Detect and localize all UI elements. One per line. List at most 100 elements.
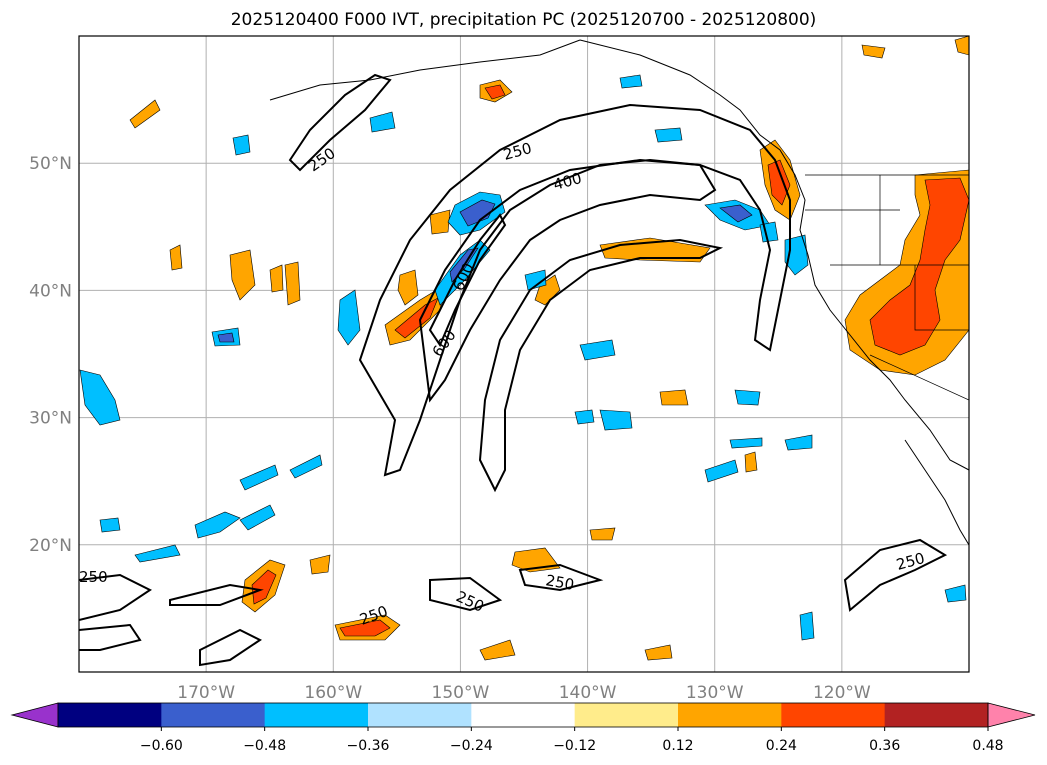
ivt-contour-250 [169, 583, 264, 606]
anomaly-patch [484, 84, 506, 100]
anomaly-patch [579, 339, 616, 361]
anomaly-patch [397, 269, 419, 306]
anomaly-patch [719, 204, 753, 223]
ivt-contour-250 [478, 238, 724, 493]
longitude-labels: 170°W 160°W 150°W 140°W 130°W 120°W [177, 683, 871, 703]
anomaly-patch [251, 569, 277, 605]
anomaly-patch [954, 36, 969, 56]
anomaly-patch [659, 389, 689, 406]
colorbar-tick-label: 0.48 [972, 738, 1003, 754]
ivt-contour-250 [199, 628, 262, 667]
coastline-north-america [579, 39, 969, 471]
anomaly-patch [434, 239, 491, 306]
lon-tick-label: 160°W [304, 683, 362, 703]
ivt-contour-250 [79, 573, 152, 621]
ivt-contour-250 [429, 576, 503, 612]
colorbar-extension-low [10, 702, 59, 728]
colorbar-tick-label: 0.24 [766, 738, 797, 754]
anomaly-patch [619, 74, 643, 89]
ivt-contour-250 [518, 563, 604, 592]
anomaly-patch [729, 437, 763, 449]
lon-tick-label: 120°W [813, 683, 871, 703]
lon-tick-label: 130°W [686, 683, 744, 703]
lon-tick-label: 170°W [177, 683, 235, 703]
anomaly-patch [239, 504, 276, 531]
colorbar-tick-label: −0.60 [140, 738, 183, 754]
anomaly-patch [654, 127, 683, 143]
anomaly-patch [704, 459, 739, 483]
lat-tick-label: 30°N [29, 409, 72, 429]
anomaly-patch [394, 297, 439, 339]
colorbar-segment [574, 703, 679, 727]
coastline-alaska [269, 39, 581, 101]
ivt-contour-250 [79, 623, 142, 651]
anomaly-patch [217, 332, 235, 343]
coastlines [269, 39, 969, 546]
precip-positive-anomalies [129, 36, 969, 661]
ivt-contour-250 [288, 73, 392, 172]
anomaly-patch [194, 511, 241, 539]
plot-area [79, 36, 969, 672]
anomaly-patch [284, 261, 301, 306]
anomaly-patch [869, 177, 969, 356]
ivt-contour-250 [843, 538, 948, 612]
anomaly-patch [784, 434, 813, 451]
anomaly-patch [861, 44, 886, 59]
lon-tick-label: 150°W [432, 683, 490, 703]
lat-tick-label: 40°N [29, 281, 72, 301]
colorbar-tick-label: −0.48 [243, 738, 286, 754]
anomaly-patch [169, 244, 183, 271]
anomaly-patch [369, 111, 396, 133]
lon-tick-label: 140°W [559, 683, 617, 703]
coastline-baja [904, 439, 969, 546]
colorbar-segment [884, 703, 989, 727]
colorbar-tick-label: −0.24 [450, 738, 493, 754]
anomaly-patch [744, 451, 758, 473]
anomaly-patch [759, 221, 779, 243]
colorbar-extension-high [987, 702, 1036, 728]
colorbar-segment [781, 703, 886, 727]
precip-negative-anomalies [79, 74, 967, 641]
lat-tick-label: 50°N [29, 154, 72, 174]
plot-frame [78, 35, 970, 673]
colorbar [10, 702, 1036, 731]
latitude-labels: 20°N 30°N 40°N 50°N [29, 154, 72, 556]
anomaly-patch [134, 544, 181, 563]
anomaly-patch [289, 454, 323, 479]
colorbar-segment [264, 703, 369, 727]
colorbar-segment [58, 703, 162, 727]
anomaly-patch [129, 99, 161, 129]
colorbar-segment [471, 703, 576, 727]
lat-tick-label: 20°N [29, 536, 72, 556]
ivt-contour-250 [358, 103, 791, 477]
anomaly-patch [309, 554, 331, 575]
anomaly-patch [429, 209, 451, 235]
anomaly-patch [339, 619, 391, 637]
anomaly-patch [79, 369, 121, 426]
colorbar-tick-label: −0.12 [553, 738, 596, 754]
anomaly-patch [524, 269, 547, 291]
ivt-contour-600 [428, 213, 507, 348]
colorbar-tick-label: −0.36 [347, 738, 390, 754]
colorbar-segment [161, 703, 266, 727]
anomaly-patch [337, 289, 361, 346]
colorbar-tick-label: 0.12 [662, 738, 693, 754]
anomaly-patch [734, 389, 761, 406]
contour-label: 250 [79, 568, 108, 586]
anomaly-patch [599, 409, 633, 431]
colorbar-segment [678, 703, 782, 727]
colorbar-segment [368, 703, 472, 727]
anomaly-patch [99, 517, 121, 533]
anomaly-patch [799, 611, 815, 641]
anomaly-patch [589, 527, 616, 541]
anomaly-patch [767, 159, 791, 206]
anomaly-patch [229, 249, 256, 301]
colorbar-tick-labels: −0.60 −0.48 −0.36 −0.24 −0.12 0.12 0.24 0.36 0.4… [140, 738, 1004, 754]
contour-label: 250 [544, 571, 575, 594]
ivt-contours [79, 73, 948, 667]
anomaly-patch [232, 134, 251, 156]
anomaly-patch [239, 464, 279, 491]
state-borders [805, 174, 969, 401]
anomaly-patch [269, 264, 284, 293]
ivt-contour-400 [418, 158, 717, 403]
